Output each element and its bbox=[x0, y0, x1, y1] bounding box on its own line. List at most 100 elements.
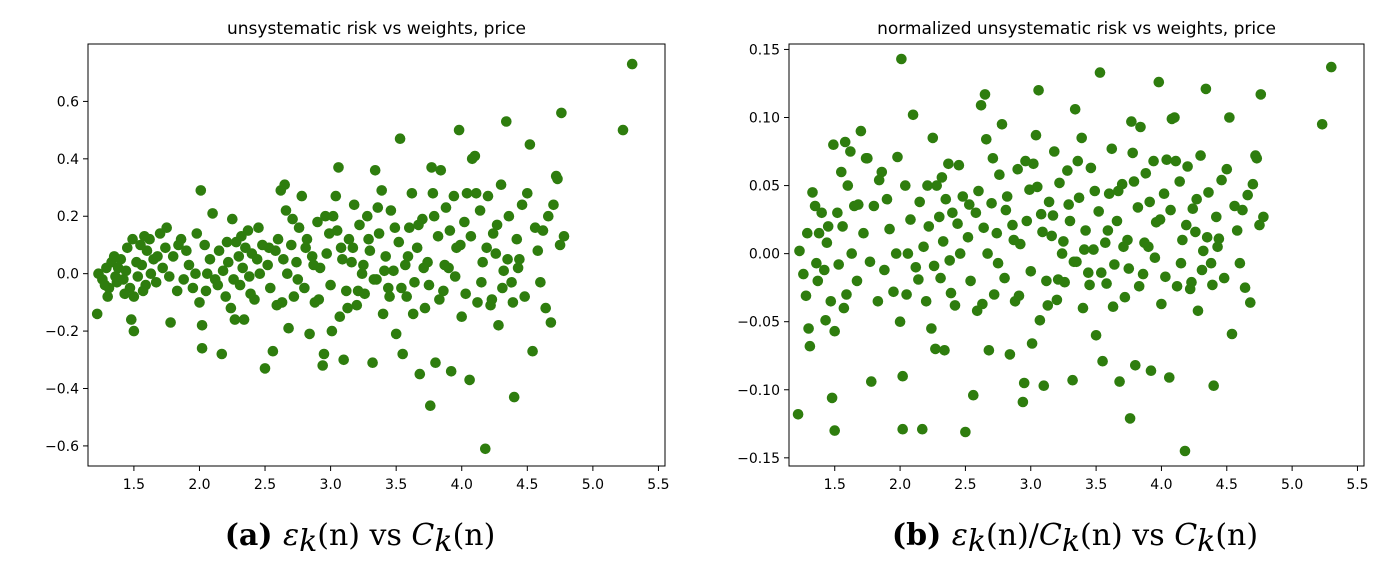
scatter-point bbox=[868, 200, 880, 212]
scatter-point bbox=[1127, 147, 1138, 159]
scatter-point bbox=[1316, 119, 1328, 130]
scatter-point bbox=[1069, 104, 1081, 115]
scatter-point bbox=[331, 225, 343, 236]
scatter-point bbox=[99, 279, 111, 291]
scatter-point bbox=[855, 125, 867, 137]
scatter-point bbox=[981, 134, 992, 145]
scatter-point bbox=[91, 308, 103, 320]
scatter-point bbox=[540, 302, 551, 314]
scatter-point bbox=[1148, 155, 1159, 167]
scatter-point bbox=[944, 255, 955, 266]
scatter-point bbox=[1132, 202, 1144, 213]
y-tick-label: −0.15 bbox=[737, 451, 780, 467]
x-tick-label: 5.0 bbox=[582, 477, 604, 493]
scatter-point bbox=[1181, 219, 1192, 231]
scatter-point bbox=[1076, 132, 1087, 144]
scatter-point bbox=[1234, 257, 1246, 269]
scatter-point bbox=[449, 271, 461, 282]
scatter-point bbox=[820, 315, 831, 326]
scatter-point bbox=[419, 302, 431, 314]
scatter-point bbox=[160, 242, 171, 254]
scatter-point bbox=[1093, 206, 1104, 217]
scatter-point bbox=[1033, 85, 1044, 96]
scatter-point bbox=[890, 248, 902, 259]
scatter-point bbox=[400, 259, 411, 271]
x-tick-label: 1.5 bbox=[123, 477, 145, 493]
scatter-point bbox=[1025, 266, 1037, 277]
scatter-point bbox=[1047, 210, 1059, 221]
scatter-point bbox=[1171, 281, 1183, 292]
scatter-point bbox=[122, 242, 133, 254]
scatter-point bbox=[1114, 376, 1125, 387]
y-tick-label: −0.6 bbox=[45, 439, 79, 455]
scatter-point bbox=[282, 268, 293, 280]
scatter-point bbox=[300, 242, 312, 254]
scatter-point bbox=[543, 210, 554, 222]
scatter-point bbox=[975, 100, 987, 111]
scatter-point bbox=[957, 191, 969, 202]
scatter-point bbox=[445, 366, 457, 377]
scatter-point bbox=[839, 136, 851, 148]
scatter-point bbox=[923, 221, 935, 232]
scatter-point bbox=[809, 200, 821, 212]
scatter-point bbox=[493, 320, 504, 331]
scatter-point bbox=[317, 360, 329, 371]
scatter-point bbox=[1000, 204, 1012, 216]
scatter-point bbox=[900, 180, 911, 191]
scatter-point bbox=[346, 256, 357, 268]
scatter-point bbox=[832, 207, 843, 219]
scatter-point bbox=[455, 239, 466, 251]
scatter-point bbox=[826, 392, 838, 404]
scatter-point bbox=[438, 285, 449, 297]
scatter-point bbox=[363, 233, 374, 245]
scatter-point bbox=[1097, 355, 1108, 367]
scatter-point bbox=[368, 274, 380, 285]
scatter-point bbox=[244, 271, 255, 282]
scatter-point bbox=[994, 169, 1005, 180]
scatter-point bbox=[927, 132, 939, 144]
scatter-point bbox=[1089, 185, 1101, 197]
scatter-point bbox=[259, 363, 271, 374]
scatter-point bbox=[490, 248, 502, 259]
scatter-point bbox=[414, 368, 426, 380]
scatter-point bbox=[1213, 233, 1225, 244]
scatter-point bbox=[1080, 225, 1091, 236]
scatter-point bbox=[913, 274, 924, 285]
scatter-point bbox=[1231, 225, 1243, 236]
y-tick-label: −0.4 bbox=[45, 381, 79, 397]
scatter-point bbox=[918, 241, 929, 253]
scatter-point bbox=[1207, 279, 1218, 291]
scatter-point bbox=[351, 299, 363, 311]
scatter-point bbox=[396, 282, 407, 294]
scatter-point bbox=[495, 179, 507, 190]
scatter-point bbox=[821, 237, 833, 248]
scatter-point bbox=[535, 277, 546, 288]
scatter-point bbox=[548, 199, 559, 211]
scatter-point bbox=[537, 225, 549, 236]
scatter-point bbox=[866, 376, 877, 387]
scatter-point bbox=[474, 205, 486, 216]
scatter-point bbox=[397, 348, 409, 360]
scatter-point bbox=[879, 264, 890, 276]
scatter-point bbox=[1101, 278, 1112, 289]
scatter-point bbox=[838, 302, 850, 314]
scatter-point bbox=[296, 190, 308, 202]
scatter-point bbox=[503, 210, 515, 222]
scatter-point bbox=[367, 357, 378, 369]
scatter-point bbox=[1018, 377, 1030, 389]
y-tick-label: 0.0 bbox=[57, 267, 79, 283]
scatter-point bbox=[390, 328, 402, 340]
y-tick-label: 0.15 bbox=[749, 42, 780, 58]
scatter-point bbox=[1049, 146, 1060, 157]
scatter-point bbox=[164, 271, 175, 282]
scatter-point bbox=[187, 282, 199, 294]
scatter-point bbox=[171, 285, 183, 297]
scatter-point bbox=[991, 227, 1003, 239]
scatter-point bbox=[884, 223, 895, 235]
scatter-point bbox=[822, 221, 834, 232]
scatter-point bbox=[1133, 281, 1145, 292]
scatter-point bbox=[1149, 252, 1161, 263]
scatter-point bbox=[846, 248, 857, 259]
scatter-point bbox=[1192, 305, 1204, 317]
scatter-point bbox=[393, 236, 405, 248]
